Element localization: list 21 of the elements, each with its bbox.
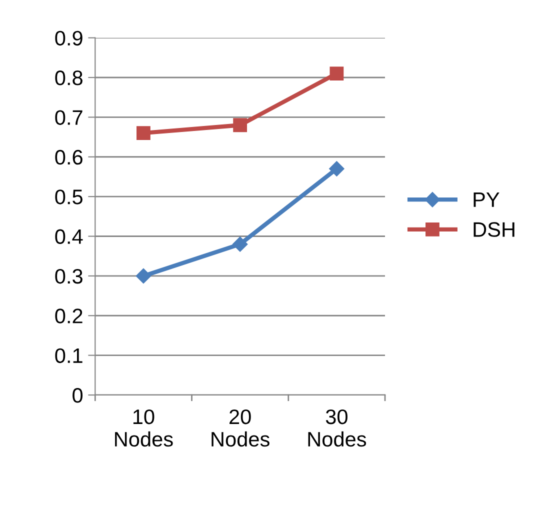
y-tick-label: 0.4 [55,229,83,244]
y-tick-label: 0.3 [55,268,82,284]
x-tick-label: 20 Nodes [212,409,270,447]
y-tick-label: 0.6 [55,150,82,165]
point [330,66,344,80]
legend-label: PY [474,192,500,207]
point [136,126,150,140]
point [232,236,248,252]
y-tick-label: 0.5 [55,190,82,204]
y-tick-label: 0.2 [55,308,82,324]
x-tick-label: 30 Nodes [308,409,366,447]
point [233,118,248,132]
point [329,161,344,176]
x-tick-label: 10 Nodes [115,409,173,447]
y-tick-label: 0.1 [55,348,82,364]
y-tick-label: 0.8 [55,70,82,86]
y-tick-label: 0.9 [55,30,82,46]
legend-label: DSH [474,222,514,237]
y-tick-label: 0.7 [55,110,82,125]
y-tick-label: 0 [72,388,83,403]
point [136,268,152,284]
